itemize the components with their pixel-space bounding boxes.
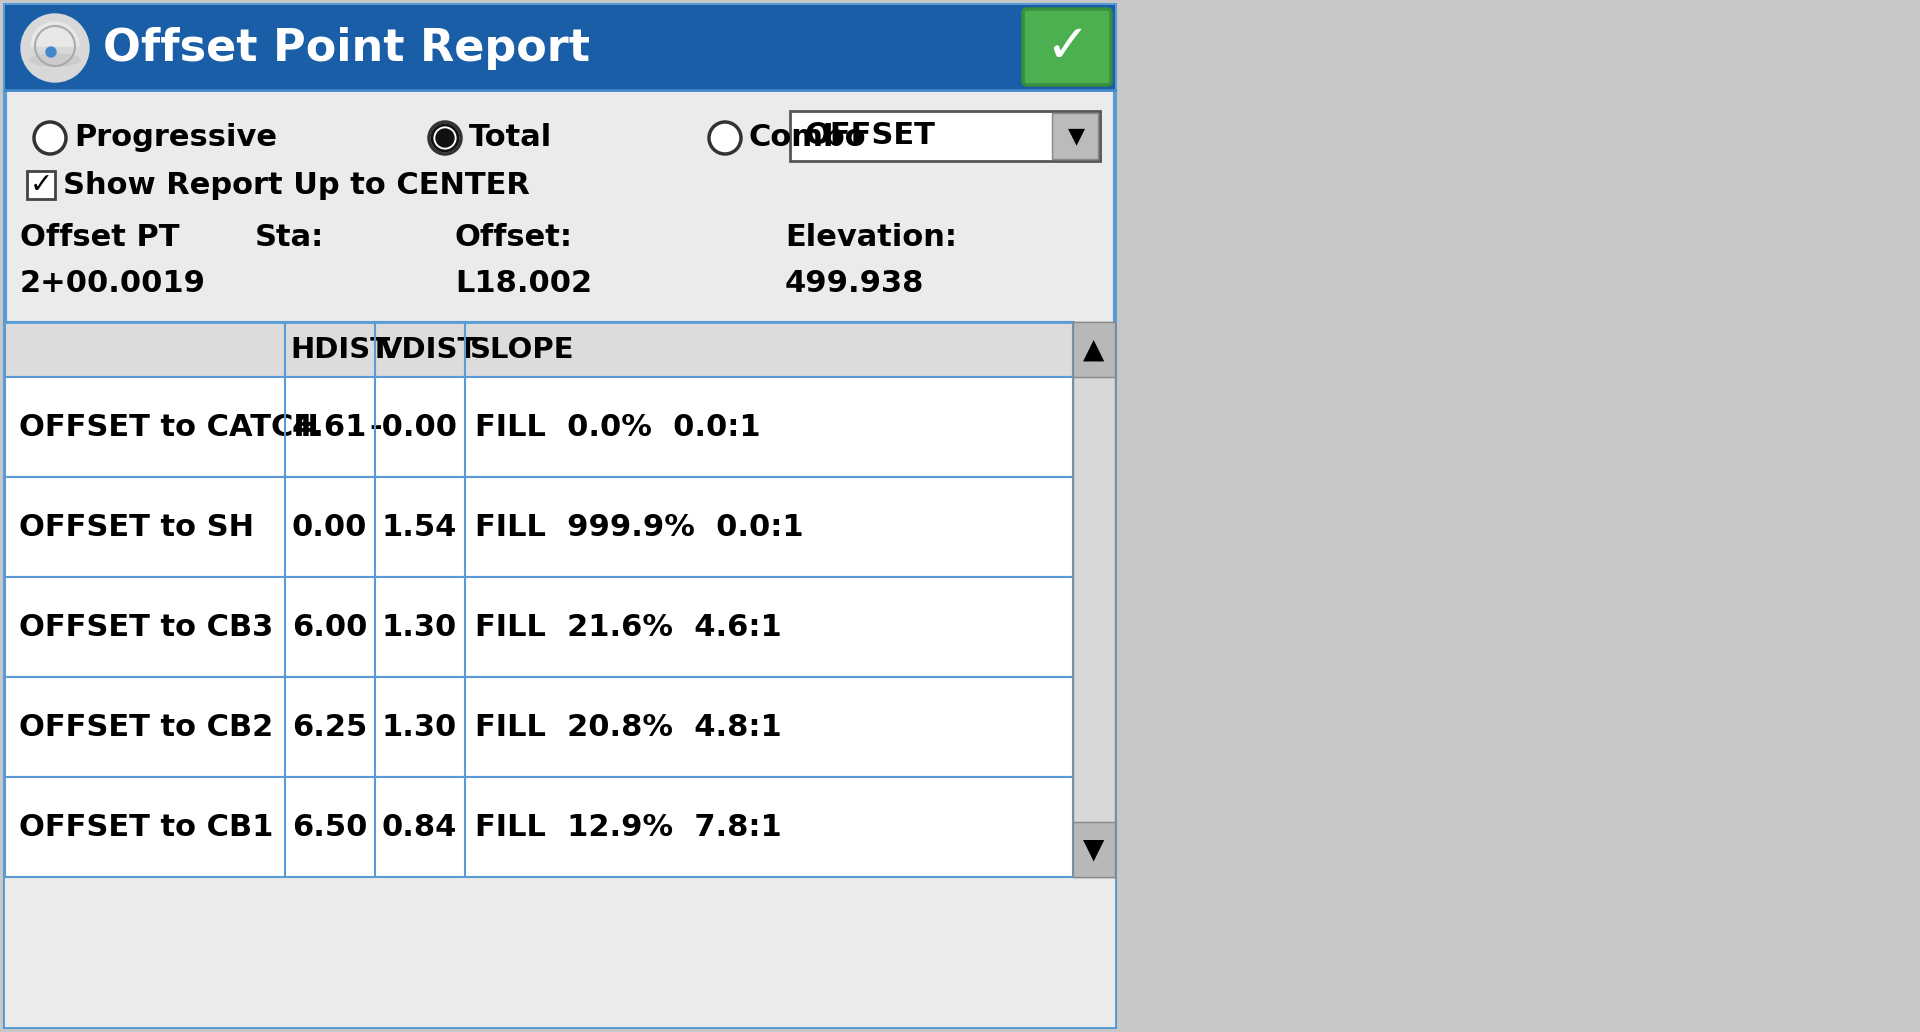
Text: 499.938: 499.938: [785, 268, 924, 297]
Text: ✓: ✓: [1044, 21, 1089, 73]
Wedge shape: [31, 22, 79, 46]
Ellipse shape: [31, 54, 81, 66]
Text: L18.002: L18.002: [455, 268, 591, 297]
Text: FILL  20.8%  4.8:1: FILL 20.8% 4.8:1: [474, 712, 781, 742]
Text: FILL  999.9%  0.0:1: FILL 999.9% 0.0:1: [474, 513, 804, 542]
Text: Progressive: Progressive: [75, 124, 276, 153]
Text: Offset Point Report: Offset Point Report: [104, 27, 589, 69]
Bar: [1073, 322, 1116, 877]
Bar: [6, 777, 1073, 877]
Bar: [6, 322, 1073, 377]
Bar: [6, 477, 1073, 577]
Text: Offset PT: Offset PT: [19, 224, 179, 253]
Bar: [1073, 322, 1116, 377]
Text: -0.00: -0.00: [369, 413, 457, 442]
Text: ▲: ▲: [1083, 335, 1104, 363]
Text: Combo: Combo: [749, 124, 866, 153]
Circle shape: [708, 122, 741, 154]
Text: 2+00.0019: 2+00.0019: [19, 268, 205, 297]
Text: OFFSET to CB3: OFFSET to CB3: [19, 613, 273, 642]
Circle shape: [428, 122, 461, 154]
FancyBboxPatch shape: [1023, 9, 1112, 85]
Text: Elevation:: Elevation:: [785, 224, 956, 253]
Text: OFFSET to SH: OFFSET to SH: [19, 513, 253, 542]
Text: 6.00: 6.00: [292, 613, 367, 642]
Bar: [6, 5, 1116, 1027]
Text: OFFSET to CB2: OFFSET to CB2: [19, 712, 273, 742]
Text: OFFSET to CATCH: OFFSET to CATCH: [19, 413, 319, 442]
Bar: [6, 577, 1073, 677]
Circle shape: [35, 122, 65, 154]
Text: OFFSET: OFFSET: [804, 122, 935, 151]
Circle shape: [21, 14, 88, 82]
Text: 4.61: 4.61: [292, 413, 367, 442]
Bar: [6, 5, 1116, 90]
Text: 6.25: 6.25: [292, 712, 367, 742]
Text: Show Report Up to CENTER: Show Report Up to CENTER: [63, 170, 530, 199]
Text: FILL  0.0%  0.0:1: FILL 0.0% 0.0:1: [474, 413, 760, 442]
Text: Offset:: Offset:: [455, 224, 572, 253]
Text: Total: Total: [468, 124, 553, 153]
Bar: [6, 877, 1116, 1027]
Circle shape: [46, 47, 56, 57]
Text: SLOPE: SLOPE: [470, 335, 574, 363]
Text: 0.84: 0.84: [382, 812, 457, 841]
Text: 1.30: 1.30: [382, 712, 457, 742]
Text: FILL  21.6%  4.6:1: FILL 21.6% 4.6:1: [474, 613, 781, 642]
Bar: [1052, 112, 1098, 159]
Bar: [1073, 823, 1116, 877]
Text: FILL  12.9%  7.8:1: FILL 12.9% 7.8:1: [474, 812, 781, 841]
Text: ▼: ▼: [1083, 836, 1104, 864]
Text: ▼: ▼: [1068, 126, 1085, 146]
Text: HDIST: HDIST: [290, 335, 390, 363]
Circle shape: [436, 129, 453, 147]
Bar: [789, 111, 1100, 161]
Text: 6.50: 6.50: [292, 812, 367, 841]
Text: 0.00: 0.00: [292, 513, 367, 542]
Text: OFFSET to CB1: OFFSET to CB1: [19, 812, 273, 841]
Text: 1.30: 1.30: [382, 613, 457, 642]
Text: VDIST: VDIST: [380, 335, 478, 363]
Bar: [27, 171, 56, 199]
Text: ✓: ✓: [29, 171, 52, 199]
Text: 1.54: 1.54: [382, 513, 457, 542]
Bar: [6, 377, 1073, 477]
Bar: [6, 677, 1073, 777]
Text: Sta:: Sta:: [255, 224, 324, 253]
